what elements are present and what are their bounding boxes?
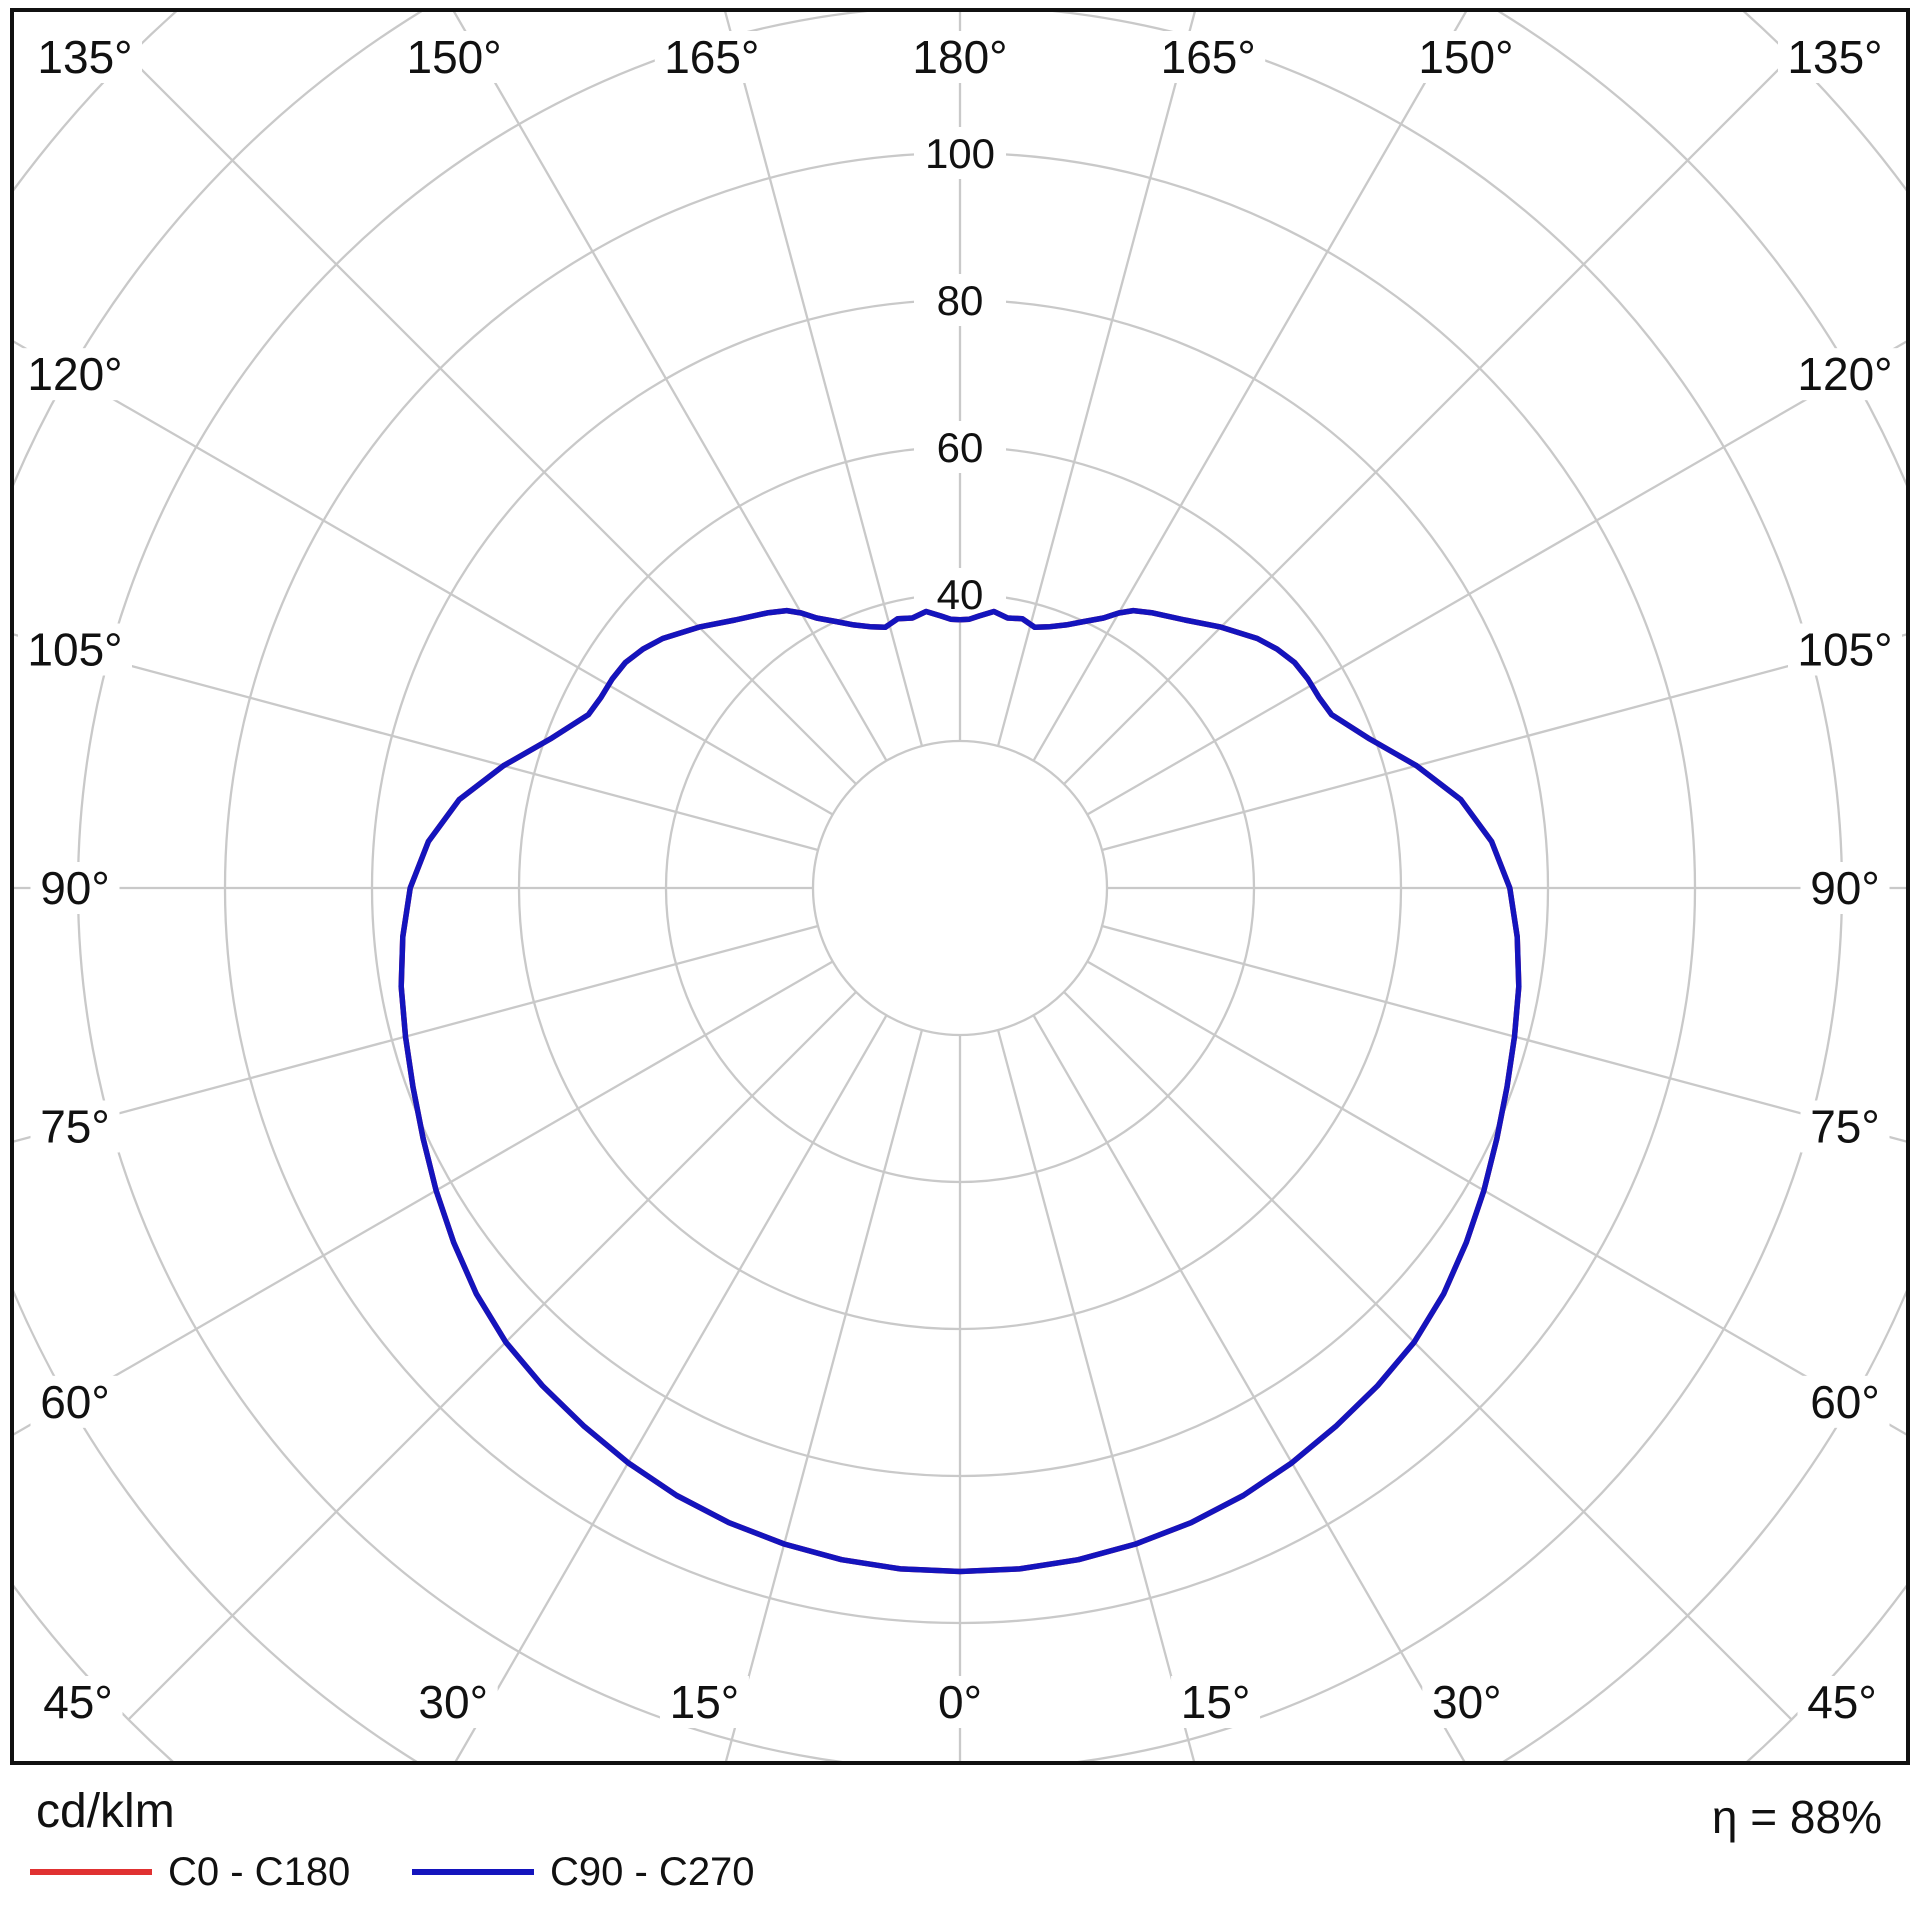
angle-label-165-left: 165° [664,31,759,83]
angle-label-15-right: 15° [1181,1676,1251,1728]
grid-spoke-210 [452,12,888,762]
angle-label-60-left: 60° [40,1376,110,1428]
angle-label-mask [903,31,1017,83]
angle-label-mask [1800,1375,1890,1428]
angle-label-mask [1800,1100,1890,1153]
angle-label-90-left: 90° [40,862,110,914]
legend-swatch-blue [412,1869,534,1875]
angle-label-105-left: 105° [27,624,122,676]
curve-c90-c270 [398,607,1522,1575]
legend-item-c0-c180: C0 - C180 [30,1846,350,1898]
grid-spoke-15 [996,1029,1196,1761]
radial-tick-mask [914,127,1006,179]
angle-label-105-right: 105° [1797,624,1892,676]
angle-label-75-right: 75° [1810,1100,1880,1152]
angle-label-mask [28,31,142,83]
angle-label-mask [1171,1676,1261,1728]
angle-label-mask [1778,31,1892,83]
grid-spoke-150 [1032,12,1468,762]
angle-label-30-right: 30° [1432,1676,1502,1728]
grid-ring-20 [811,739,1109,1037]
angle-label-60-right: 60° [1810,1376,1880,1428]
angle-label-mask [654,31,769,83]
angle-label-150-right: 150° [1418,31,1513,83]
angle-label-mask [1788,623,1902,676]
angle-label-75-left: 75° [40,1100,110,1152]
angle-label-135-left: 135° [37,31,132,83]
angle-label-mask [30,1375,120,1428]
angle-label-mask [1151,31,1266,83]
angle-label-mask [33,1676,123,1728]
angle-label-mask [18,623,132,676]
legend-swatch-red [30,1869,152,1875]
grid-spoke-75 [1101,924,1906,1143]
radial-tick-mask [914,421,1006,473]
angle-label-150-left: 150° [406,31,501,83]
grid-spoke-105 [1101,633,1906,852]
grid-spoke-315 [127,991,857,1721]
angle-label-mask [659,1676,749,1728]
angle-label-30-left: 30° [418,1676,488,1728]
grid-spoke-255 [14,633,819,852]
radial-tick-label-60: 60 [937,424,984,471]
grid-spoke-135 [1063,55,1793,785]
angle-label-mask [397,31,512,83]
angle-label-mask [1788,348,1902,401]
units-label: cd/klm [36,1785,175,1838]
angle-label-180-right: 180° [912,31,1007,83]
angle-label-120-right: 120° [1797,348,1892,400]
radial-tick-mask [914,274,1006,326]
radial-tick-label-40: 40 [937,571,984,618]
angle-label-mask [30,1100,120,1153]
angle-label-mask [1408,31,1523,83]
legend-label-c90-c270: C90 - C270 [550,1849,755,1894]
angle-label-120-left: 120° [27,348,122,400]
angle-label-mask [408,1676,498,1728]
grid-spoke-195 [724,12,924,747]
chart-frame [10,8,1910,1765]
angle-label-15-left: 15° [670,1676,740,1728]
angle-label-mask [1422,1676,1512,1728]
angle-label-mask [1797,1676,1887,1728]
angle-label-45-left: 45° [43,1676,113,1728]
angle-label-mask [1800,862,1890,914]
grid-spoke-225 [127,55,857,785]
angle-label-mask [18,348,132,401]
grid-spoke-345 [724,1029,924,1761]
radial-tick-label-80: 80 [937,277,984,324]
efficiency-value: η = 88% [1711,1791,1882,1843]
angle-label-135-right: 135° [1787,31,1882,83]
radial-tick-label-100: 100 [925,130,995,177]
angle-label-mask [928,1676,992,1728]
legend-item-c90-c270: C90 - C270 [412,1846,755,1898]
grid-spoke-285 [14,924,819,1143]
angle-label-90-right: 90° [1810,862,1880,914]
angle-label-0-right: 0° [938,1676,982,1728]
angle-label-mask [30,862,120,914]
grid-spoke-165 [996,12,1196,747]
angle-label-165-right: 165° [1161,31,1256,83]
angle-label-45-right: 45° [1807,1676,1877,1728]
legend-label-c0-c180: C0 - C180 [168,1849,351,1894]
grid-spoke-45 [1063,991,1793,1721]
